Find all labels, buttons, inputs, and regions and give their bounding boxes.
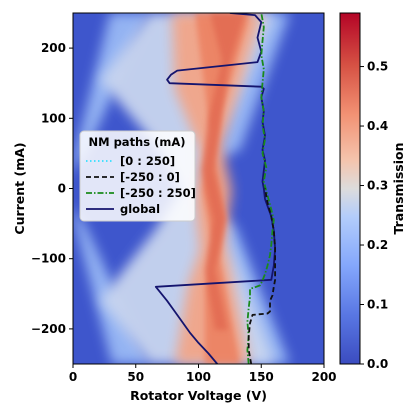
y-tick-label: −200 — [31, 322, 66, 336]
legend-entry: [-250 : 0] — [120, 170, 180, 184]
legend-title: NM paths (mA) — [89, 135, 186, 149]
colorbar-tick-label: 0.3 — [367, 179, 388, 193]
legend-entry: [-250 : 250] — [120, 186, 196, 200]
nm-path-lines — [154, 13, 276, 364]
colorbar — [339, 12, 361, 365]
x-axis-label: Rotator Voltage (V) — [130, 388, 267, 403]
x-tick-label: 150 — [249, 370, 274, 384]
legend-box — [79, 130, 196, 222]
y-tick-label: 200 — [41, 41, 66, 55]
y-axis-label: Current (mA) — [12, 142, 27, 234]
y-tick-label: 0 — [58, 182, 66, 196]
axes-ticks: 0 50 100 150 200 −200 −100 0 100 200 — [31, 41, 337, 384]
colorbar-label: Transmission — [391, 142, 406, 234]
legend-entry: global — [120, 202, 160, 216]
colorbar-ticks: 0.0 0.1 0.2 0.3 0.4 0.5 — [360, 60, 388, 371]
colorbar-tick-label: 0.1 — [367, 298, 388, 312]
x-tick-label: 0 — [69, 370, 77, 384]
series-line-solid — [154, 13, 276, 364]
legend-entry: [0 : 250] — [120, 154, 175, 168]
y-tick-label: 100 — [41, 111, 66, 125]
legend: NM paths (mA) [0 : 250] [-250 : 0] [-250… — [79, 130, 196, 222]
colorbar-tick-label: 0.4 — [367, 119, 388, 133]
x-tick-label: 100 — [186, 370, 211, 384]
colorbar-tick-label: 0.5 — [367, 60, 388, 74]
series-line-dashdot — [246, 13, 275, 364]
x-tick-label: 200 — [311, 370, 336, 384]
colorbar-tick-label: 0.2 — [367, 238, 388, 252]
colorbar-tick-label: 0.0 — [367, 357, 388, 371]
x-tick-label: 50 — [127, 370, 144, 384]
series-line-dashed — [247, 188, 276, 364]
y-tick-label: −100 — [31, 252, 66, 266]
